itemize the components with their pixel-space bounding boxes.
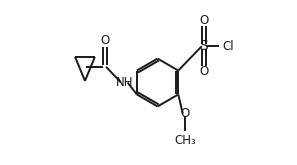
Text: Cl: Cl xyxy=(223,40,234,53)
Text: O: O xyxy=(180,107,189,120)
Text: CH₃: CH₃ xyxy=(174,134,196,148)
Text: S: S xyxy=(199,39,208,53)
Text: O: O xyxy=(199,65,208,78)
Text: NH: NH xyxy=(116,76,133,89)
Text: O: O xyxy=(100,34,109,47)
Text: O: O xyxy=(199,14,208,27)
